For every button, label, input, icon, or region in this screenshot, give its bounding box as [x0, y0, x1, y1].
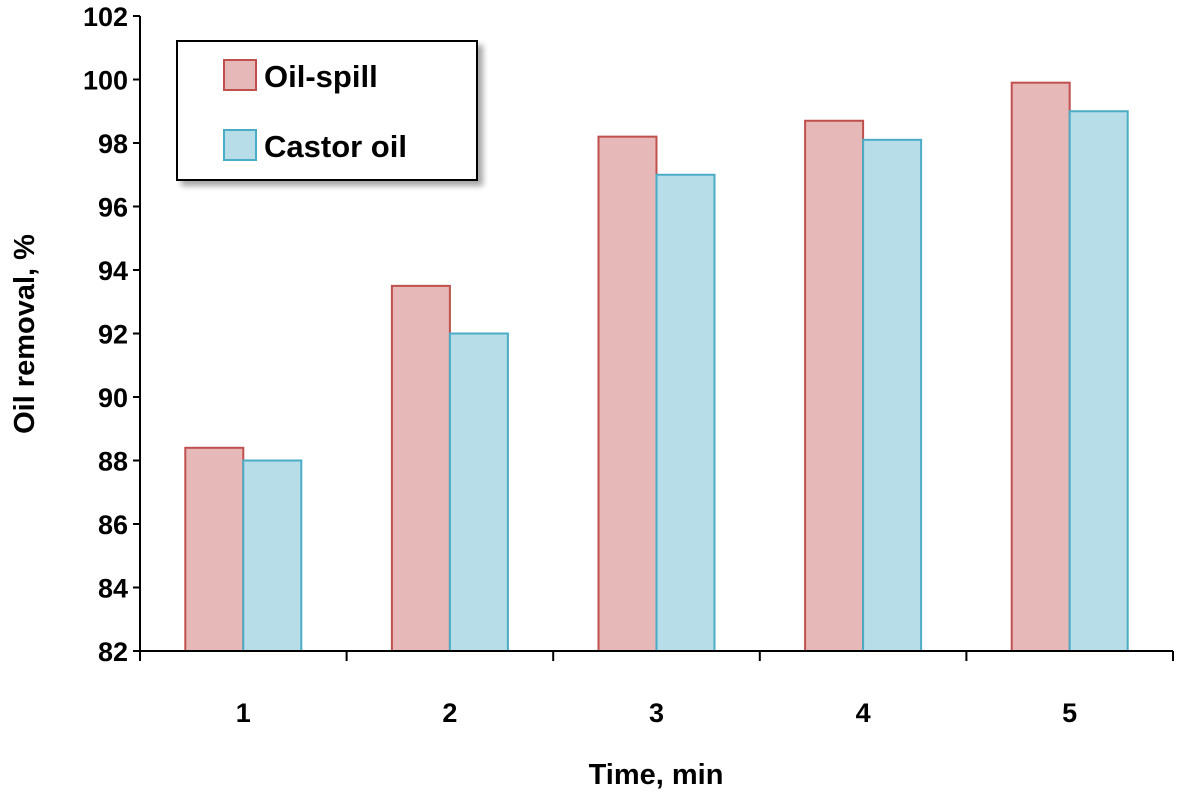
- bar-castor-oil-2: [448, 332, 509, 652]
- bar-oil-spill-4: [804, 119, 865, 652]
- y-axis-title: Oil removal, %: [9, 234, 41, 434]
- bar-oil-spill-3: [597, 135, 658, 652]
- x-tick-label: 1: [236, 698, 251, 728]
- bar-oil-spill-5: [1010, 81, 1071, 653]
- legend-label-oil-spill: Oil-spill: [264, 59, 378, 94]
- bars-group: [184, 81, 1129, 653]
- y-tick-label: 84: [98, 574, 128, 604]
- x-tick-label: 5: [1062, 698, 1077, 728]
- y-tick-label: 102: [83, 2, 128, 32]
- y-tick-label: 98: [98, 129, 128, 159]
- bar-castor-oil-4: [862, 138, 923, 652]
- y-tick-label: 100: [83, 66, 128, 96]
- bar-castor-oil-5: [1068, 110, 1129, 652]
- x-axis-title: Time, min: [589, 759, 724, 791]
- x-tick-label: 2: [442, 698, 457, 728]
- y-tick-label: 88: [98, 447, 128, 477]
- y-tick-label: 94: [98, 256, 128, 286]
- x-tick-label: 3: [649, 698, 664, 728]
- legend-swatch-castor-oil: [223, 129, 257, 161]
- y-tick-label: 92: [98, 320, 128, 350]
- y-tick-label: 90: [98, 383, 128, 413]
- bar-castor-oil-1: [242, 459, 303, 652]
- bar-oil-spill-1: [184, 446, 245, 652]
- y-tick-label: 96: [98, 193, 128, 223]
- y-tick-label: 82: [98, 637, 128, 667]
- bar-oil-spill-2: [390, 284, 451, 652]
- y-tick-label: 86: [98, 510, 128, 540]
- legend: Oil-spill Castor oil: [176, 40, 478, 181]
- legend-label-castor-oil: Castor oil: [264, 129, 407, 164]
- legend-swatch-oil-spill: [223, 59, 257, 91]
- x-tick-label: 4: [856, 698, 871, 728]
- bar-castor-oil-3: [655, 173, 716, 652]
- axes-group: 82 84 86 88 90 92 94 96 98 100 102 1 2 3 4 5: [83, 2, 1174, 728]
